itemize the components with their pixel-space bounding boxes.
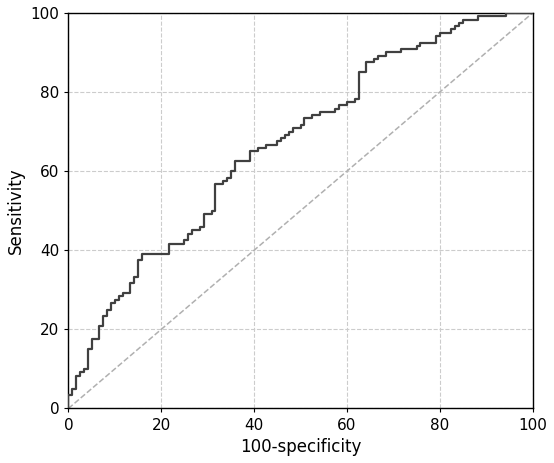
- X-axis label: 100-specificity: 100-specificity: [240, 438, 361, 456]
- Y-axis label: Sensitivity: Sensitivity: [7, 168, 25, 254]
